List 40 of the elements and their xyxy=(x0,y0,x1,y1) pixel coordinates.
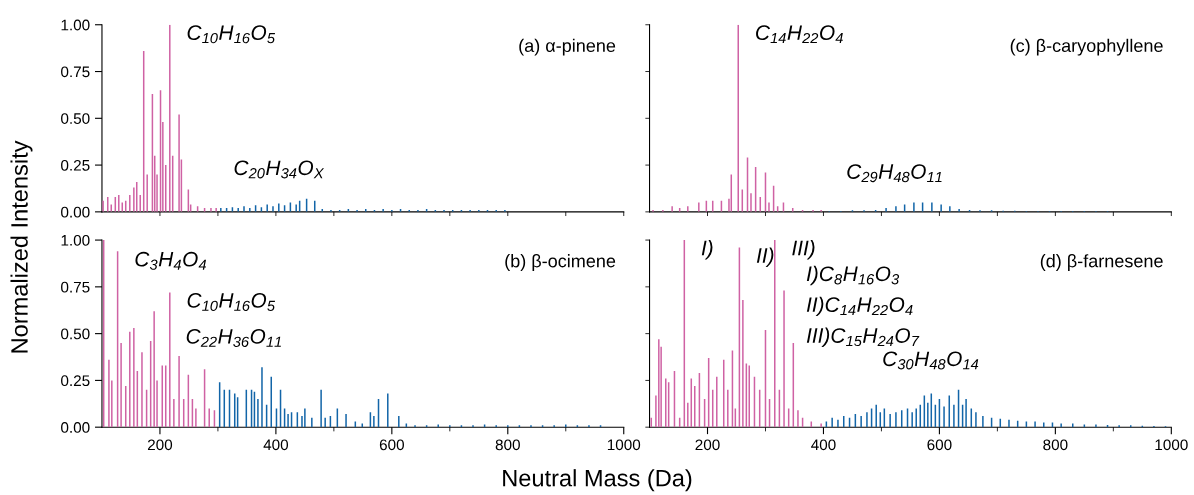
annotation: C$_{22}$H$_{36}$O$_{11}$ xyxy=(186,328,281,347)
annotation: C$_{10}$H$_{16}$O$_{5}$ xyxy=(187,292,276,311)
annotation: (c) β-caryophyllene xyxy=(1010,38,1163,56)
annotation: I) xyxy=(701,240,713,260)
y-tick-label: 0.50 xyxy=(61,328,90,340)
x-tick-label: 400 xyxy=(811,439,836,451)
x-axis-title: Neutral Mass (Da) xyxy=(503,469,692,492)
annotation: C$_{30}$H$_{48}$O$_{14}$ xyxy=(883,351,979,370)
x-tick-label: 800 xyxy=(495,439,520,451)
x-tick-label: 1000 xyxy=(1155,439,1188,451)
y-tick-label: 0.50 xyxy=(61,113,90,124)
annotation: C$_{10}$H$_{16}$O$_{5}$ xyxy=(187,25,276,44)
y-tick-label: 0.00 xyxy=(61,422,90,433)
annotation: I)C$_{8}$H$_{16}$O$_{3}$ xyxy=(806,265,900,286)
y-tick-label: 0.00 xyxy=(61,206,90,218)
y-tick-label: 0.75 xyxy=(61,66,90,78)
y-tick-label: 1.00 xyxy=(61,19,90,31)
y-axis-title: Normalized Intensity xyxy=(10,140,33,353)
x-tick-label: 600 xyxy=(379,439,404,451)
annotation: C$_{29}$H$_{48}$O$_{11}$ xyxy=(847,164,942,183)
y-tick-label: 0.25 xyxy=(61,159,90,171)
annotation: II) xyxy=(756,247,774,267)
x-tick-label: 400 xyxy=(263,439,289,451)
y-tick-label: 1.00 xyxy=(61,234,90,246)
x-tick-label: 600 xyxy=(927,439,952,451)
x-tick-label: 200 xyxy=(147,439,173,451)
annotation: III) xyxy=(792,240,815,260)
x-tick-label: 800 xyxy=(1043,439,1068,451)
y-tick-label: 0.75 xyxy=(61,281,90,293)
x-tick-label: 200 xyxy=(695,439,720,451)
annotation: (b) β-ocimene xyxy=(505,254,616,271)
annotation: (d) β-farnesene xyxy=(1040,254,1163,271)
annotation: C$_{20}$H$_{34}$O$_{X}$ xyxy=(234,160,325,179)
annotation: C$_{3}$H$_{4}$O$_{4}$ xyxy=(135,251,207,270)
y-tick-label: 0.25 xyxy=(61,375,90,387)
annotation: II)C$_{14}$H$_{22}$O$_{4}$ xyxy=(806,296,913,317)
annotation: C$_{14}$H$_{22}$O$_{4}$ xyxy=(756,25,843,44)
x-tick-label: 1000 xyxy=(607,439,641,451)
annotation: III)C$_{15}$H$_{24}$O$_{7}$ xyxy=(806,327,920,347)
annotation: (a) α-pinene xyxy=(519,38,616,56)
